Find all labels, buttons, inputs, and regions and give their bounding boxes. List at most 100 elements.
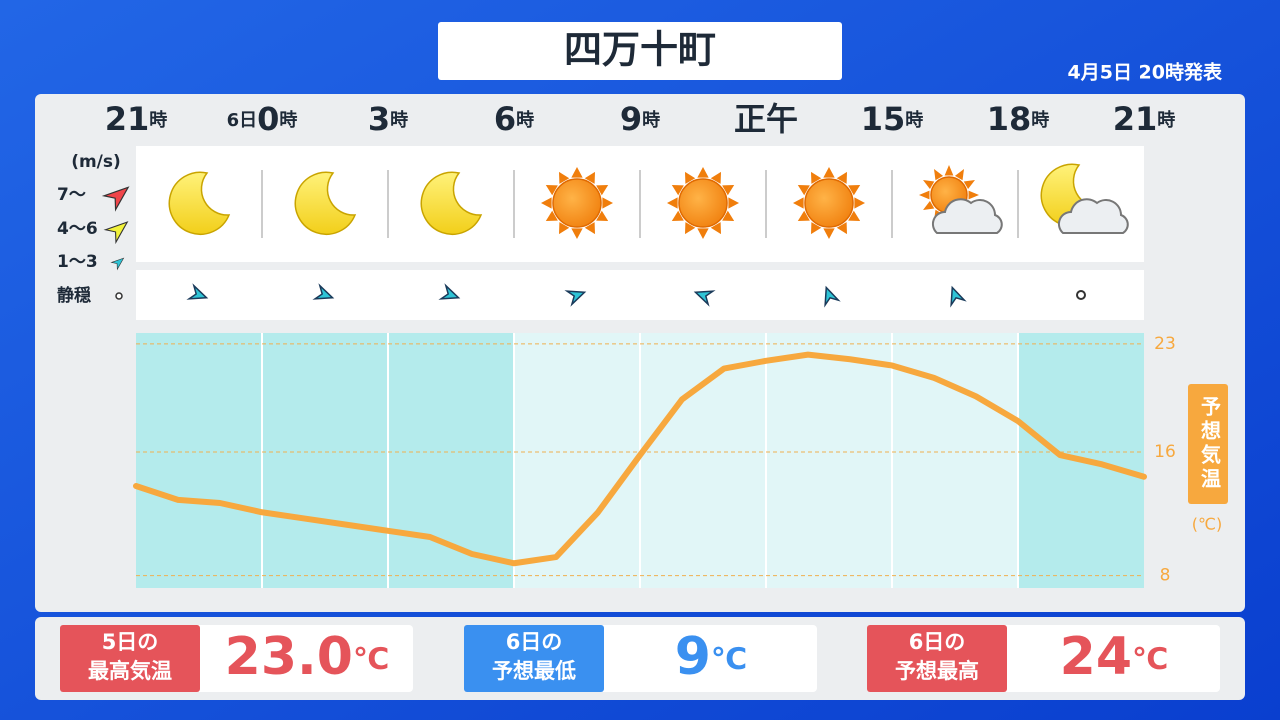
summary-label: 6日の — [506, 630, 563, 654]
time-label-main: 0 — [257, 100, 279, 138]
sun-ray — [559, 222, 570, 235]
sun-ray — [944, 165, 954, 176]
cloud-icon — [931, 198, 1003, 234]
time-label-main: 18 — [987, 100, 1032, 138]
time-label-main: 21 — [1113, 100, 1158, 138]
time-label: 21時 — [105, 100, 168, 138]
sun-ray — [685, 222, 696, 235]
temperature-line — [133, 351, 1147, 567]
sun-ray — [848, 185, 861, 196]
time-label: 6日0時 — [227, 100, 298, 138]
time-label-suffix: 時 — [1157, 110, 1175, 131]
sun-ray — [934, 169, 944, 181]
time-label-suffix: 時 — [642, 110, 660, 131]
time-label: 21時 — [1113, 100, 1176, 138]
sun-ray — [823, 167, 835, 178]
time-label-suffix: 時 — [279, 110, 297, 131]
wind-arrow — [693, 290, 716, 307]
summary-value: 9℃ — [675, 627, 748, 687]
sun-ray — [797, 210, 810, 221]
sun-ray — [836, 171, 847, 184]
y-tick-label: 23 — [1154, 334, 1176, 354]
wind-level: 1〜3 — [57, 252, 98, 272]
sun-ray — [923, 200, 935, 210]
wind-level: 4〜6 — [57, 219, 98, 239]
summary-unit: ℃ — [353, 642, 389, 677]
time-label: 18時 — [987, 100, 1050, 138]
calm-mark — [1076, 290, 1086, 300]
y-tick-label: 16 — [1154, 442, 1176, 462]
sun-ray — [602, 197, 613, 209]
time-label-suffix: 時 — [516, 110, 534, 131]
time-label: 6時 — [494, 100, 534, 138]
unit-label: (℃) — [1192, 515, 1222, 534]
time-label-main: 6 — [494, 100, 516, 138]
summary-label: 6日の — [909, 630, 966, 654]
time-band — [514, 333, 640, 588]
sun-ray — [811, 222, 822, 235]
time-label-suffix: 時 — [1031, 110, 1049, 131]
wind-arrow — [950, 285, 967, 308]
moon-icon — [294, 171, 357, 236]
sun-ray — [963, 180, 975, 190]
time-label-suffix: 時 — [905, 110, 923, 131]
time-label-suffix: 時 — [149, 110, 167, 131]
sun-ray — [671, 185, 684, 196]
time-label-suffix: 時 — [390, 110, 408, 131]
time-label-main: 正午 — [734, 100, 798, 138]
sun-ray — [728, 197, 739, 209]
sun-ray — [667, 197, 678, 209]
time-label: 15時 — [861, 100, 924, 138]
title: 四万十町 — [564, 28, 716, 72]
sun-ray — [596, 185, 609, 196]
wind-legend-arrow — [103, 221, 129, 245]
wind-legend-arrow — [110, 257, 125, 271]
sun-ray — [685, 171, 696, 184]
time-label: 正午 — [734, 100, 798, 138]
summary-number: 24 — [1060, 627, 1132, 687]
axis-label-box — [1188, 384, 1228, 504]
sun-ray — [584, 171, 595, 184]
summary-number: 23.0 — [225, 627, 353, 687]
sun-ray — [697, 228, 709, 239]
summary-label: 予想最高 — [895, 659, 979, 683]
sun-ray — [722, 185, 735, 196]
sun-icon — [804, 178, 854, 228]
title-box — [438, 22, 842, 80]
sun-ray — [811, 171, 822, 184]
cloud-icon — [1057, 198, 1129, 234]
time-label: 3時 — [368, 100, 408, 138]
summary-label: 最高気温 — [88, 659, 172, 683]
wind-unit: (m/s) — [71, 152, 121, 172]
summary-label: 5日の — [102, 630, 159, 654]
sun-ray — [710, 171, 721, 184]
time-band — [262, 333, 388, 588]
summary-value: 23.0℃ — [225, 627, 390, 687]
sun-ray — [836, 222, 847, 235]
time-band — [640, 333, 766, 588]
sun-ray — [541, 197, 552, 209]
sun-ray — [919, 190, 930, 200]
wind-legend-arrow — [101, 186, 130, 212]
wind-arrow — [564, 290, 587, 307]
sun-ray — [722, 210, 735, 221]
sun-ray — [545, 210, 558, 221]
time-label-main: 15 — [861, 100, 906, 138]
wind-level: 静穏 — [57, 285, 91, 306]
wind-legend-calm — [115, 292, 123, 300]
sun-ray — [571, 167, 583, 178]
summary-label: 予想最低 — [492, 659, 576, 683]
sun-ray — [854, 197, 865, 209]
time-label-main: 3 — [368, 100, 390, 138]
sun-ray — [710, 222, 721, 235]
wind-arrow — [438, 283, 461, 300]
moon-icon — [168, 171, 231, 236]
sun-ray — [823, 228, 835, 239]
time-label-main: 21 — [105, 100, 150, 138]
summary-unit: ℃ — [1132, 642, 1168, 677]
moon-icon — [420, 171, 483, 236]
time-label-prefix: 6日 — [227, 110, 258, 131]
sun-ray — [545, 185, 558, 196]
sun-ray — [848, 210, 861, 221]
